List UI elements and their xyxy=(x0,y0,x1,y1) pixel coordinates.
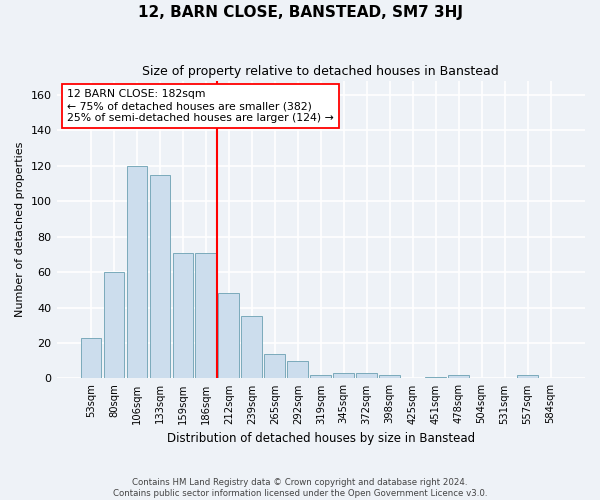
Title: Size of property relative to detached houses in Banstead: Size of property relative to detached ho… xyxy=(142,65,499,78)
Bar xyxy=(425,376,446,378)
X-axis label: Distribution of detached houses by size in Banstead: Distribution of detached houses by size … xyxy=(167,432,475,445)
Bar xyxy=(310,375,331,378)
Bar xyxy=(265,354,285,378)
Bar xyxy=(334,373,354,378)
Bar xyxy=(173,252,193,378)
Bar xyxy=(104,272,124,378)
Bar xyxy=(241,316,262,378)
Bar xyxy=(218,294,239,378)
Bar xyxy=(196,252,216,378)
Bar xyxy=(127,166,147,378)
Text: Contains HM Land Registry data © Crown copyright and database right 2024.
Contai: Contains HM Land Registry data © Crown c… xyxy=(113,478,487,498)
Bar xyxy=(517,375,538,378)
Y-axis label: Number of detached properties: Number of detached properties xyxy=(15,142,25,317)
Bar xyxy=(379,375,400,378)
Text: 12 BARN CLOSE: 182sqm
← 75% of detached houses are smaller (382)
25% of semi-det: 12 BARN CLOSE: 182sqm ← 75% of detached … xyxy=(67,90,334,122)
Bar xyxy=(287,360,308,378)
Bar xyxy=(80,338,101,378)
Text: 12, BARN CLOSE, BANSTEAD, SM7 3HJ: 12, BARN CLOSE, BANSTEAD, SM7 3HJ xyxy=(137,5,463,20)
Bar xyxy=(149,174,170,378)
Bar xyxy=(448,375,469,378)
Bar xyxy=(356,373,377,378)
